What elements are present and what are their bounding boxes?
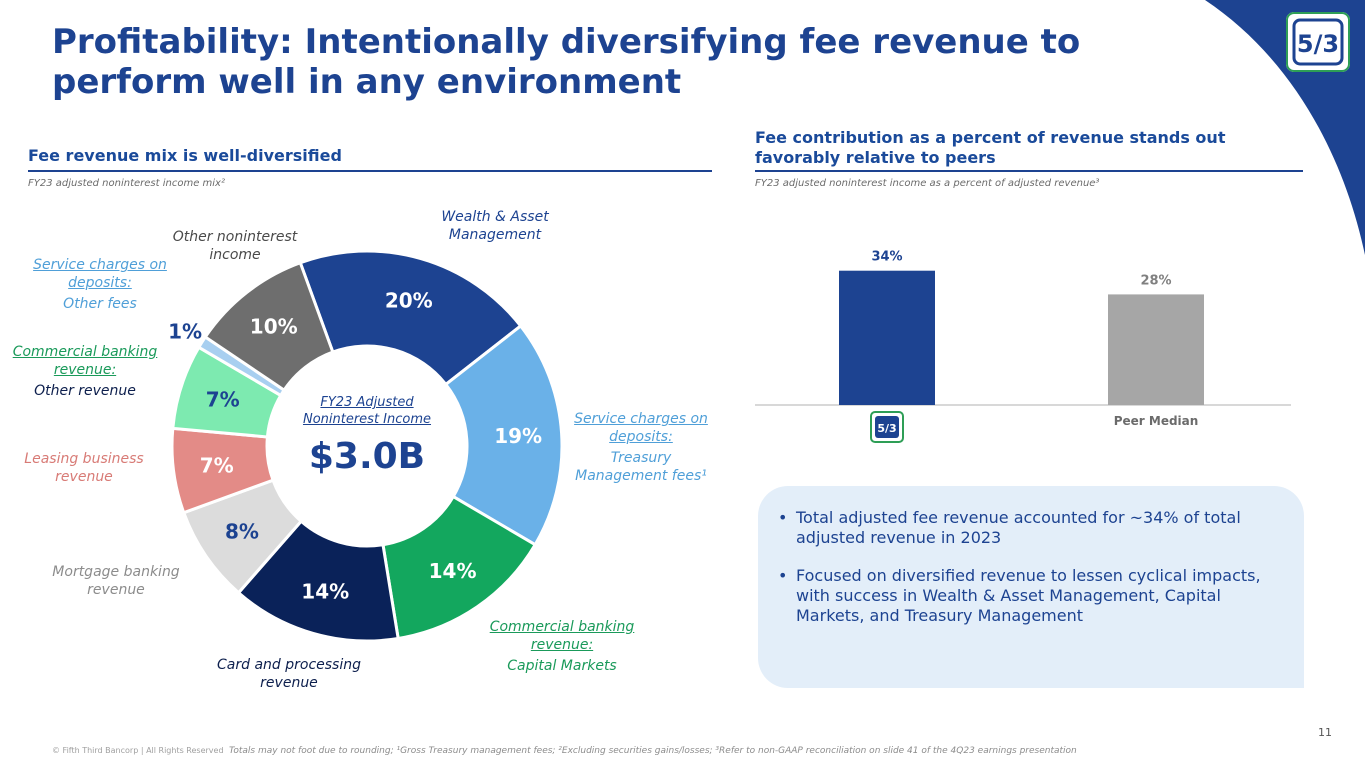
label-mortgage-banking-revenue: Mortgage banking revenue (52, 564, 180, 598)
left-section-rule (28, 170, 712, 172)
bar-category-logo-icon: 5/3 (870, 411, 904, 443)
takeaway-item: Focused on diversified revenue to lessen… (778, 566, 1280, 626)
svg-text:5/3: 5/3 (877, 422, 896, 435)
bar-category-label: Peer Median (1114, 414, 1199, 428)
label-cb-cm-line2: Capital Markets (507, 658, 617, 674)
label-service-other-line1: Service charges on deposits: (33, 257, 167, 291)
label-cb-other-line1: Commercial banking revenue: (12, 344, 158, 378)
donut-data-label: 8% (225, 520, 259, 544)
donut-slice (443, 323, 564, 547)
label-cb-other-line2: Other revenue (34, 383, 136, 399)
fifth-third-logo: 5/3 (1286, 12, 1350, 72)
label-card-processing-revenue: Card and processing revenue (217, 657, 361, 691)
label-service-charges-treasury: Service charges on deposits: Treasury Ma… (566, 410, 716, 485)
label-service-other-line2: Other fees (63, 296, 137, 312)
label-commercial-banking-capital-markets: Commercial banking revenue: Capital Mark… (478, 618, 646, 675)
right-section-subheading: FY23 adjusted noninterest income as a pe… (755, 178, 1100, 189)
svg-text:5/3: 5/3 (1297, 30, 1339, 58)
donut-data-label: 10% (250, 315, 298, 339)
donut-data-label: 19% (494, 424, 542, 448)
fee-mix-donut-chart: 20% 19% 14% 14% 8% 7% 7% 1% 10% (168, 249, 564, 643)
fee-contribution-bar-chart: 34% 28% 5/3 Peer Median (755, 250, 1291, 443)
donut-slice (203, 260, 335, 393)
label-service-charges-other-fees: Service charges on deposits: Other fees (22, 256, 178, 313)
bar (1108, 294, 1204, 405)
bar-data-label: 28% (1140, 273, 1171, 288)
donut-data-label: 14% (429, 559, 477, 583)
copyright: © Fifth Third Bancorp | All Rights Reser… (52, 746, 224, 755)
left-section-heading: Fee revenue mix is well-diversified (28, 146, 342, 165)
label-cb-cm-line1: Commercial banking revenue: (489, 619, 635, 653)
donut-slice (298, 249, 523, 387)
donut-data-label: 1% (168, 319, 202, 343)
footnote: Totals may not foot due to rounding; ¹Gr… (229, 746, 1077, 756)
bar-data-label: 34% (871, 250, 902, 265)
logo-mark-icon: 5/3 (1292, 18, 1344, 66)
page-number: 11 (1318, 726, 1332, 739)
takeaway-item: Total adjusted fee revenue accounted for… (778, 508, 1280, 548)
label-other-noninterest-income: Other noninterest income (172, 229, 298, 263)
donut-data-label: 20% (385, 288, 433, 312)
label-service-tm-line1: Service charges on deposits: (574, 411, 708, 445)
donut-center-caption: FY23 Adjusted Noninterest Income (302, 395, 432, 427)
donut-data-label: 7% (206, 388, 240, 412)
left-section-subheading: FY23 adjusted noninterest income mix² (28, 178, 225, 189)
label-wealth-asset-management: Wealth & Asset Management (441, 209, 549, 243)
label-leasing-business-revenue: Leasing business revenue (24, 451, 144, 485)
donut-data-label: 7% (200, 454, 234, 478)
label-commercial-banking-other: Commercial banking revenue: Other revenu… (6, 343, 164, 400)
donut-data-label: 14% (301, 580, 349, 604)
takeaways-list: Total adjusted fee revenue accounted for… (758, 486, 1304, 626)
key-takeaways-callout: Total adjusted fee revenue accounted for… (758, 486, 1304, 688)
page-title: Profitability: Intentionally diversifyin… (52, 22, 1081, 102)
donut-center-value: $3.0B (308, 436, 426, 477)
label-service-tm-line2: Treasury Management fees¹ (575, 450, 707, 484)
right-section-rule (755, 170, 1303, 172)
bar (839, 270, 935, 405)
right-section-heading: Fee contribution as a percent of revenue… (755, 128, 1226, 167)
